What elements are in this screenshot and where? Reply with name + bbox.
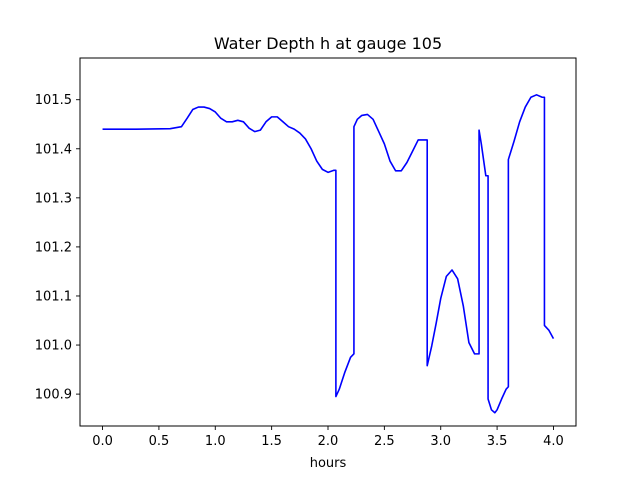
axes-frame: [79, 57, 577, 427]
y-tick-label: 101.5: [35, 93, 72, 108]
x-tick-label: 0.5: [149, 434, 170, 449]
y-axis: 100.9 101.0 101.1 101.2 101.3 101.4 101.5: [35, 93, 80, 403]
x-tick-label: 1.0: [205, 434, 226, 449]
x-tick-label: 3.0: [430, 434, 451, 449]
y-tick-label: 101.3: [35, 191, 72, 206]
x-tick-label: 1.5: [261, 434, 282, 449]
plot-area: [79, 57, 577, 427]
y-tick-label: 100.9: [35, 388, 72, 403]
x-tick-label: 4.0: [543, 434, 564, 449]
y-tick-label: 101.0: [35, 339, 72, 354]
y-tick-label: 101.4: [35, 142, 72, 157]
series-line: [102, 94, 555, 414]
y-tick-label: 101.1: [35, 289, 72, 304]
y-tick-label: 101.2: [35, 240, 72, 255]
x-tick-label: 0.0: [92, 434, 113, 449]
x-tick-label: 3.5: [487, 434, 508, 449]
x-axis: 0.0 0.5 1.0 1.5 2.0 2.5 3.0 3.5 4.0: [92, 426, 564, 449]
x-axis-label: hours: [310, 456, 347, 471]
chart-title: Water Depth h at gauge 105: [214, 34, 442, 53]
x-tick-label: 2.0: [318, 434, 339, 449]
x-tick-label: 2.5: [374, 434, 395, 449]
